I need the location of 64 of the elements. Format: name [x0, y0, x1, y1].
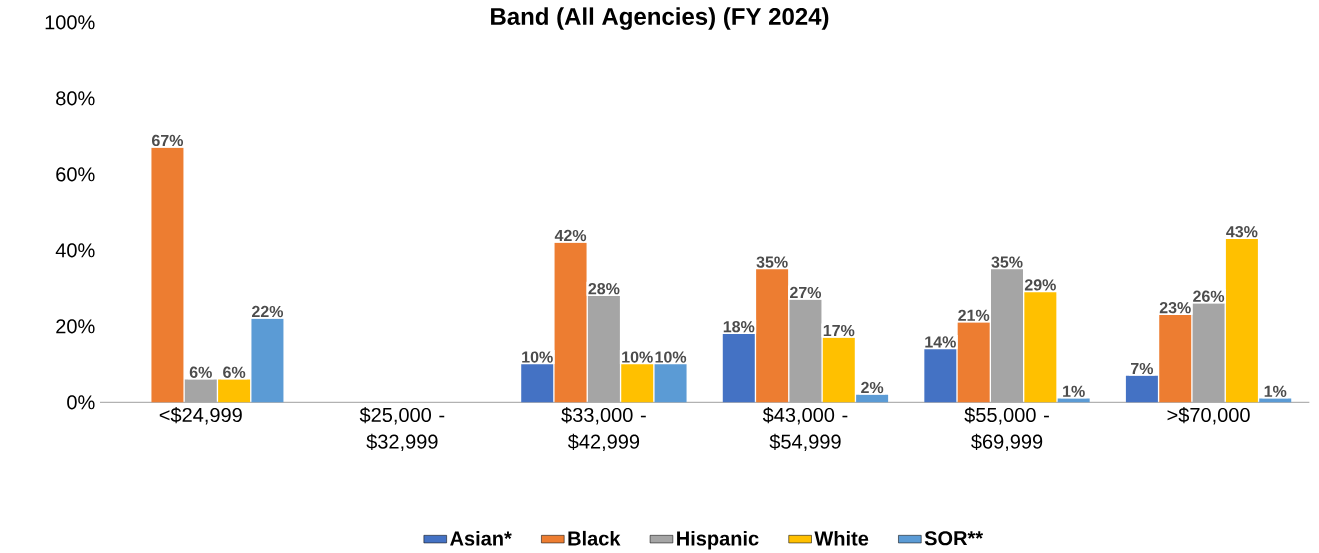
data-label: 35%	[991, 256, 1023, 268]
bar	[621, 364, 654, 403]
bar	[521, 364, 554, 403]
legend-label: SOR**	[924, 531, 984, 546]
bar	[924, 349, 957, 403]
data-label: 2%	[861, 381, 884, 394]
x-tick-label: $33,000 - $42,999	[561, 407, 646, 452]
bar	[587, 295, 620, 403]
data-label: 10%	[522, 351, 553, 363]
bar	[722, 333, 755, 403]
chart-title: Band (All Agencies) (FY 2024)	[491, 7, 829, 30]
x-tick-label: <$24,999	[159, 407, 242, 425]
y-tick-label: 80%	[56, 91, 95, 106]
data-label: 14%	[925, 336, 956, 348]
bar	[654, 364, 687, 403]
bar	[1024, 292, 1057, 403]
data-label: 43%	[1226, 225, 1258, 238]
y-tick-label: 100%	[45, 15, 95, 30]
bar	[218, 379, 251, 403]
data-label: 22%	[252, 305, 284, 318]
legend-label: Asian*	[450, 530, 512, 546]
data-label: 35%	[756, 256, 788, 268]
bar	[151, 147, 184, 403]
bar	[756, 269, 789, 403]
data-label: 26%	[1193, 290, 1225, 302]
bar	[1125, 375, 1158, 403]
y-tick-label: 20%	[56, 319, 95, 334]
y-tick-label: 60%	[56, 167, 95, 182]
bar	[789, 299, 822, 403]
data-label: 6%	[189, 366, 212, 378]
data-label: 7%	[1131, 362, 1154, 375]
data-label: 28%	[588, 283, 620, 295]
bar	[856, 394, 889, 403]
data-label: 42%	[554, 229, 587, 242]
x-tick-label: >$70,000	[1167, 407, 1250, 425]
y-tick-label: 40%	[55, 243, 95, 258]
data-label: 23%	[1159, 301, 1191, 314]
data-label: 27%	[790, 286, 822, 299]
data-label: 67%	[152, 134, 184, 147]
legend-label: Black	[568, 530, 621, 546]
data-label: 17%	[823, 324, 855, 337]
data-label: 1%	[1264, 385, 1287, 397]
bar	[1159, 314, 1192, 403]
bar	[957, 322, 990, 403]
bar	[1192, 303, 1225, 403]
data-label: 1%	[1063, 385, 1085, 397]
x-tick-label: $43,000 - $54,999	[762, 407, 848, 452]
y-tick-label: 0%	[67, 395, 95, 410]
data-label: 10%	[622, 351, 653, 363]
legend-label: Hispanic	[677, 530, 759, 550]
x-tick-label: $55,000 - $69,999	[964, 407, 1049, 452]
data-label: 18%	[723, 321, 755, 333]
data-label: 21%	[958, 309, 990, 321]
bar	[184, 379, 217, 403]
data-label: 10%	[655, 351, 687, 363]
data-label: 6%	[223, 366, 246, 378]
bar	[822, 337, 855, 403]
legend-label: White	[814, 530, 869, 546]
bar	[991, 269, 1024, 403]
bar	[251, 318, 284, 403]
x-tick-label: $25,000 - $32,999	[359, 407, 445, 452]
bar	[1225, 238, 1258, 403]
data-label: 29%	[1024, 279, 1056, 291]
bar	[554, 242, 587, 403]
